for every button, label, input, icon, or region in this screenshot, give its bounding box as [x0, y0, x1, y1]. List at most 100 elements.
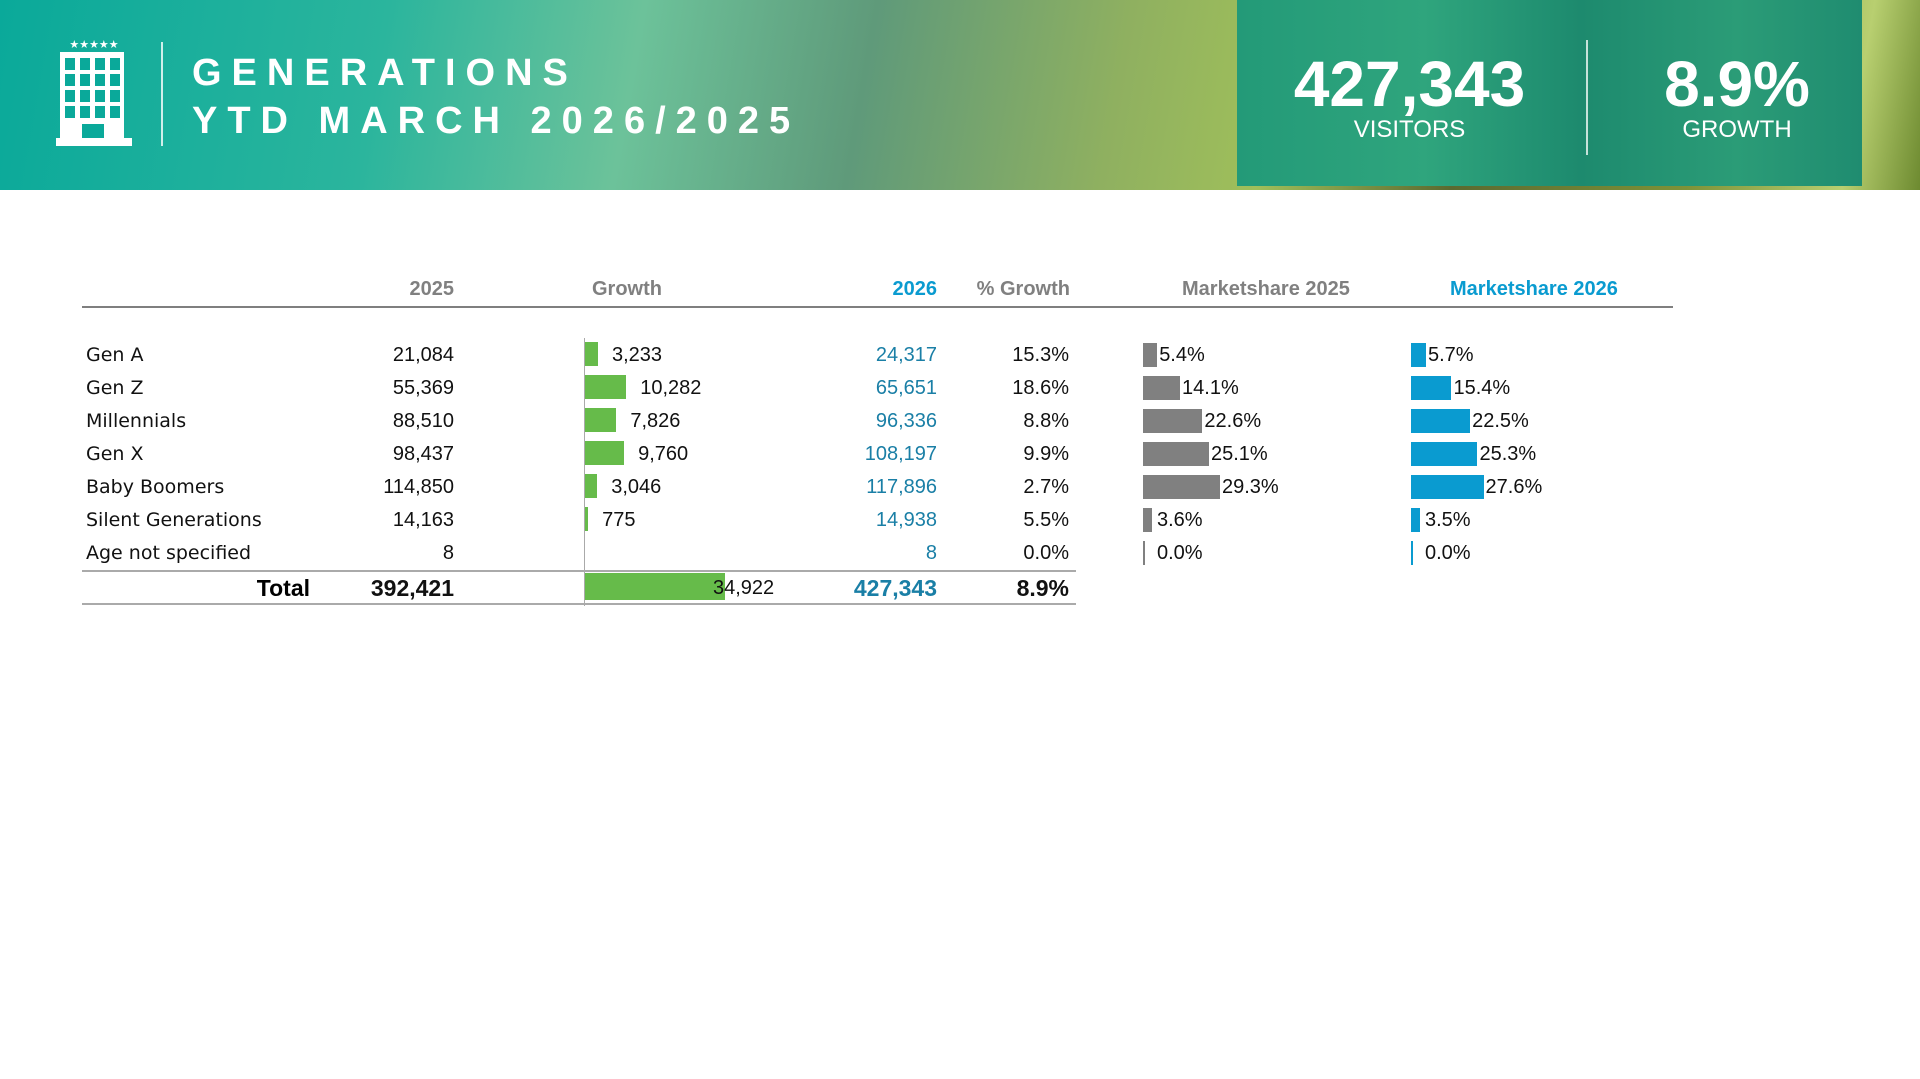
value-2025: 21,084 [392, 344, 454, 366]
table-row: Gen A 21,084 3,233 24,317 15.3% 5.4% 5.7… [0, 340, 1920, 370]
pct-growth: 5.5% [1023, 509, 1069, 531]
pct-growth: 18.6% [1012, 377, 1069, 399]
growth-bar [585, 474, 598, 498]
table-row: Baby Boomers 114,850 3,046 117,896 2.7% … [0, 472, 1920, 502]
ms2026-label: 15.4% [1453, 377, 1511, 399]
kpi-divider [1586, 40, 1588, 155]
ms2025-bar [1143, 442, 1209, 466]
growth-label: 3,233 [611, 344, 663, 366]
table-row: Millennials 88,510 7,826 96,336 8.8% 22.… [0, 406, 1920, 436]
ms2025-bar [1143, 541, 1145, 565]
value-2026: 108,197 [864, 443, 937, 465]
row-label: Baby Boomers [86, 476, 225, 498]
growth-bar [585, 342, 598, 366]
growth-label: GROWTH [1682, 116, 1792, 143]
growth-bar [585, 507, 589, 531]
growth-label: 9,760 [638, 443, 689, 465]
pct-growth: 8.8% [1023, 410, 1069, 432]
ms2025-bar [1143, 376, 1181, 400]
col-header-ms2025: Marketshare 2025 [1182, 278, 1350, 300]
col-header-2026: 2026 [892, 278, 938, 300]
ms2025-bar [1143, 475, 1220, 499]
ms2026-bar [1411, 541, 1413, 565]
header-rule [82, 306, 1673, 308]
ms2026-label: 5.7% [1427, 344, 1474, 366]
ms2025-label: 0.0% [1157, 542, 1203, 564]
growth-label: 775 [602, 509, 636, 531]
table-row: Age not specified 8 8 0.0% 0.0% 0.0% [0, 538, 1920, 568]
table-row: Gen Z 55,369 10,282 65,651 18.6% 14.1% 1… [0, 373, 1920, 403]
growth-bar [585, 408, 617, 432]
table-row: Gen X 98,437 9,760 108,197 9.9% 25.1% 25… [0, 439, 1920, 469]
row-label: Millennials [86, 410, 187, 432]
growth-value: 8.9% [1664, 48, 1810, 120]
ms2026-label: 3.5% [1425, 509, 1471, 531]
growth-bar [585, 441, 625, 465]
ms2026-bar [1411, 343, 1426, 367]
ms2025-label: 3.6% [1157, 509, 1203, 531]
divider [161, 42, 163, 146]
growth-bar [585, 375, 627, 399]
ms2025-label: 29.3% [1222, 476, 1279, 498]
total-label: Total [256, 575, 310, 601]
pct-growth: 0.0% [1023, 542, 1069, 564]
total-growth-bar [585, 573, 725, 600]
growth-label: 10,282 [640, 377, 702, 399]
ms2025-label: 14.1% [1182, 377, 1239, 399]
page-subtitle: YTD MARCH 2026/2025 [192, 100, 801, 142]
value-2025: 114,850 [383, 476, 454, 498]
col-header-ms2026: Marketshare 2026 [1450, 278, 1618, 300]
pct-growth: 15.3% [1012, 344, 1069, 366]
pct-growth: 2.7% [1023, 476, 1069, 498]
growth-label: 7,826 [630, 410, 681, 432]
ms2026-bar [1411, 442, 1478, 466]
ms2025-bar [1143, 508, 1153, 532]
value-2026: 14,938 [875, 509, 937, 531]
value-2026: 24,317 [875, 344, 937, 366]
row-label: Gen A [86, 344, 144, 366]
ms2026-bar [1411, 508, 1421, 532]
value-2025: 88,510 [392, 410, 454, 432]
value-2026: 117,896 [866, 476, 937, 498]
ms2026-label: 25.3% [1479, 443, 1537, 465]
header-banner: ★★★★★ GENERATIONS YTD MARCH 2026/2025 42… [0, 0, 1920, 190]
growth-label: 3,046 [611, 476, 662, 498]
total-growth-label: 34,922 [713, 577, 775, 599]
total-rule-top [82, 570, 1076, 572]
visitors-label: VISITORS [1353, 116, 1466, 143]
kpi-panel: 427,343 VISITORS 8.9% GROWTH [1237, 0, 1862, 186]
pct-growth: 9.9% [1023, 443, 1069, 465]
svg-text:★★★★★: ★★★★★ [69, 39, 118, 51]
value-2025: 8 [442, 542, 454, 564]
growth-axis [584, 338, 585, 606]
value-2025: 14,163 [392, 509, 454, 531]
visitors-value: 427,343 [1293, 48, 1526, 120]
value-2025: 55,369 [392, 377, 454, 399]
ms2026-label: 0.0% [1425, 542, 1471, 564]
ms2026-label: 27.6% [1485, 476, 1543, 498]
hotel-building-icon: ★★★★★ [56, 39, 132, 146]
value-2026: 96,336 [875, 410, 937, 432]
col-header-2025: 2025 [409, 278, 455, 300]
total-pct-growth: 8.9% [1016, 575, 1069, 601]
total-2026: 427,343 [853, 575, 937, 601]
ms2026-bar [1411, 409, 1471, 433]
row-label: Gen Z [86, 377, 144, 399]
row-label: Silent Generations [86, 509, 262, 531]
total-row: Total 392,421 34,922 427,343 8.9% [0, 573, 1920, 603]
col-header-pct-growth: % Growth [976, 278, 1070, 300]
ms2025-label: 25.1% [1210, 443, 1268, 465]
row-label: Age not specified [86, 542, 252, 564]
ms2026-label: 22.5% [1472, 410, 1529, 432]
ms2025-bar [1143, 343, 1158, 367]
page-title: GENERATIONS [192, 52, 578, 94]
table-row: Silent Generations 14,163 775 14,938 5.5… [0, 505, 1920, 535]
ms2025-label: 22.6% [1204, 410, 1262, 432]
total-2025: 392,421 [370, 575, 454, 601]
ms2025-bar [1143, 409, 1203, 433]
row-label: Gen X [86, 443, 144, 465]
total-rule-bottom [82, 603, 1076, 605]
value-2025: 98,437 [392, 443, 454, 465]
ms2026-bar [1411, 376, 1452, 400]
col-header-growth: Growth [592, 278, 662, 300]
